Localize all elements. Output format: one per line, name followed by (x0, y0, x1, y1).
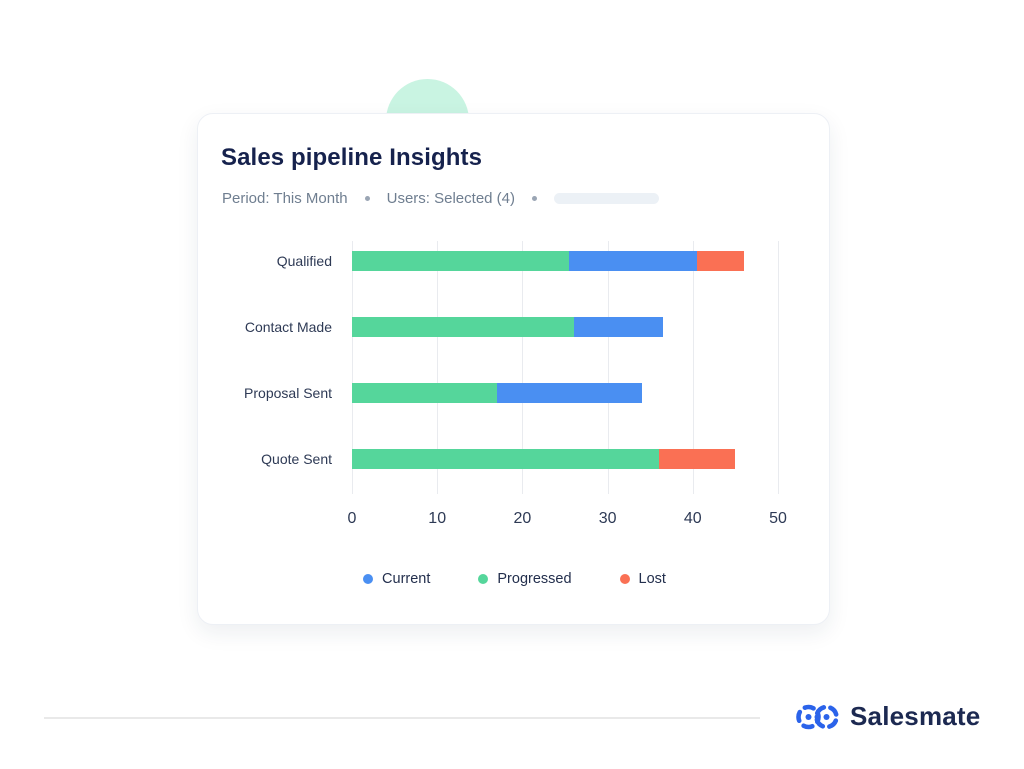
legend-item-lost[interactable]: Lost (619, 571, 666, 587)
bar-segment-lost[interactable] (658, 449, 736, 469)
legend-item-current[interactable]: Current (363, 571, 430, 587)
legend-dot-current (363, 574, 374, 584)
separator-dot (364, 196, 370, 201)
x-tick-label-10: 10 (428, 510, 447, 527)
salesmate-logo-text: Salesmate (850, 701, 981, 731)
salesmate-logo-icon (796, 704, 839, 729)
legend-dot-lost (619, 574, 630, 584)
period-filter[interactable]: Period: This Month (222, 190, 348, 207)
category-label-contact-made: Contact Made (244, 319, 332, 335)
bar-segment-progressed[interactable] (352, 383, 497, 403)
x-tick-label-0: 0 (347, 510, 357, 527)
bar-segment-current[interactable] (496, 383, 642, 403)
category-label-qualified: Qualified (276, 253, 332, 269)
x-axis: 0 10 20 30 40 50 (348, 510, 787, 532)
x-tick-label-30: 30 (598, 510, 617, 527)
legend-item-progressed[interactable]: Progressed (478, 571, 572, 587)
bar-row-quote-sent (352, 449, 736, 469)
x-tick-label-50: 50 (769, 510, 787, 527)
gridline-50 (778, 241, 779, 494)
filter-placeholder-pill[interactable] (554, 193, 660, 204)
pipeline-bar-chart (352, 241, 779, 494)
gridline-20 (522, 241, 524, 494)
filters-row: Period: This Month Users: Selected (4) (222, 190, 660, 207)
separator-dot (532, 196, 538, 201)
sales-pipeline-card: Sales pipeline Insights Period: This Mon… (197, 113, 830, 625)
legend-label-lost: Lost (638, 571, 666, 587)
x-tick-label-40: 40 (683, 510, 702, 527)
salesmate-logo: Salesmate (794, 701, 980, 732)
bar-segment-progressed[interactable] (352, 251, 570, 271)
x-tick-label-20: 20 (513, 510, 532, 527)
gridline-40 (692, 241, 694, 494)
bar-segment-lost[interactable] (697, 251, 744, 271)
gridline-30 (607, 241, 609, 494)
bar-segment-current[interactable] (573, 317, 663, 337)
gridline-10 (437, 241, 439, 494)
card-title: Sales pipeline Insights (221, 144, 483, 171)
bar-segment-current[interactable] (569, 251, 698, 271)
legend-label-progressed: Progressed (497, 571, 572, 587)
bar-segment-progressed[interactable] (352, 317, 574, 337)
bar-row-qualified (352, 251, 744, 271)
chart-legend: Current Progressed Lost (198, 571, 831, 587)
bar-segment-progressed[interactable] (352, 449, 659, 469)
legend-label-current: Current (382, 571, 431, 587)
bar-row-contact-made (352, 317, 663, 337)
bar-row-proposal-sent (352, 383, 642, 403)
category-label-proposal-sent: Proposal Sent (244, 385, 332, 401)
gridline-0 (352, 241, 353, 494)
category-label-quote-sent: Quote Sent (261, 451, 332, 467)
footer-divider (44, 717, 760, 719)
users-filter[interactable]: Users: Selected (4) (386, 190, 516, 207)
legend-dot-progressed (478, 574, 489, 584)
